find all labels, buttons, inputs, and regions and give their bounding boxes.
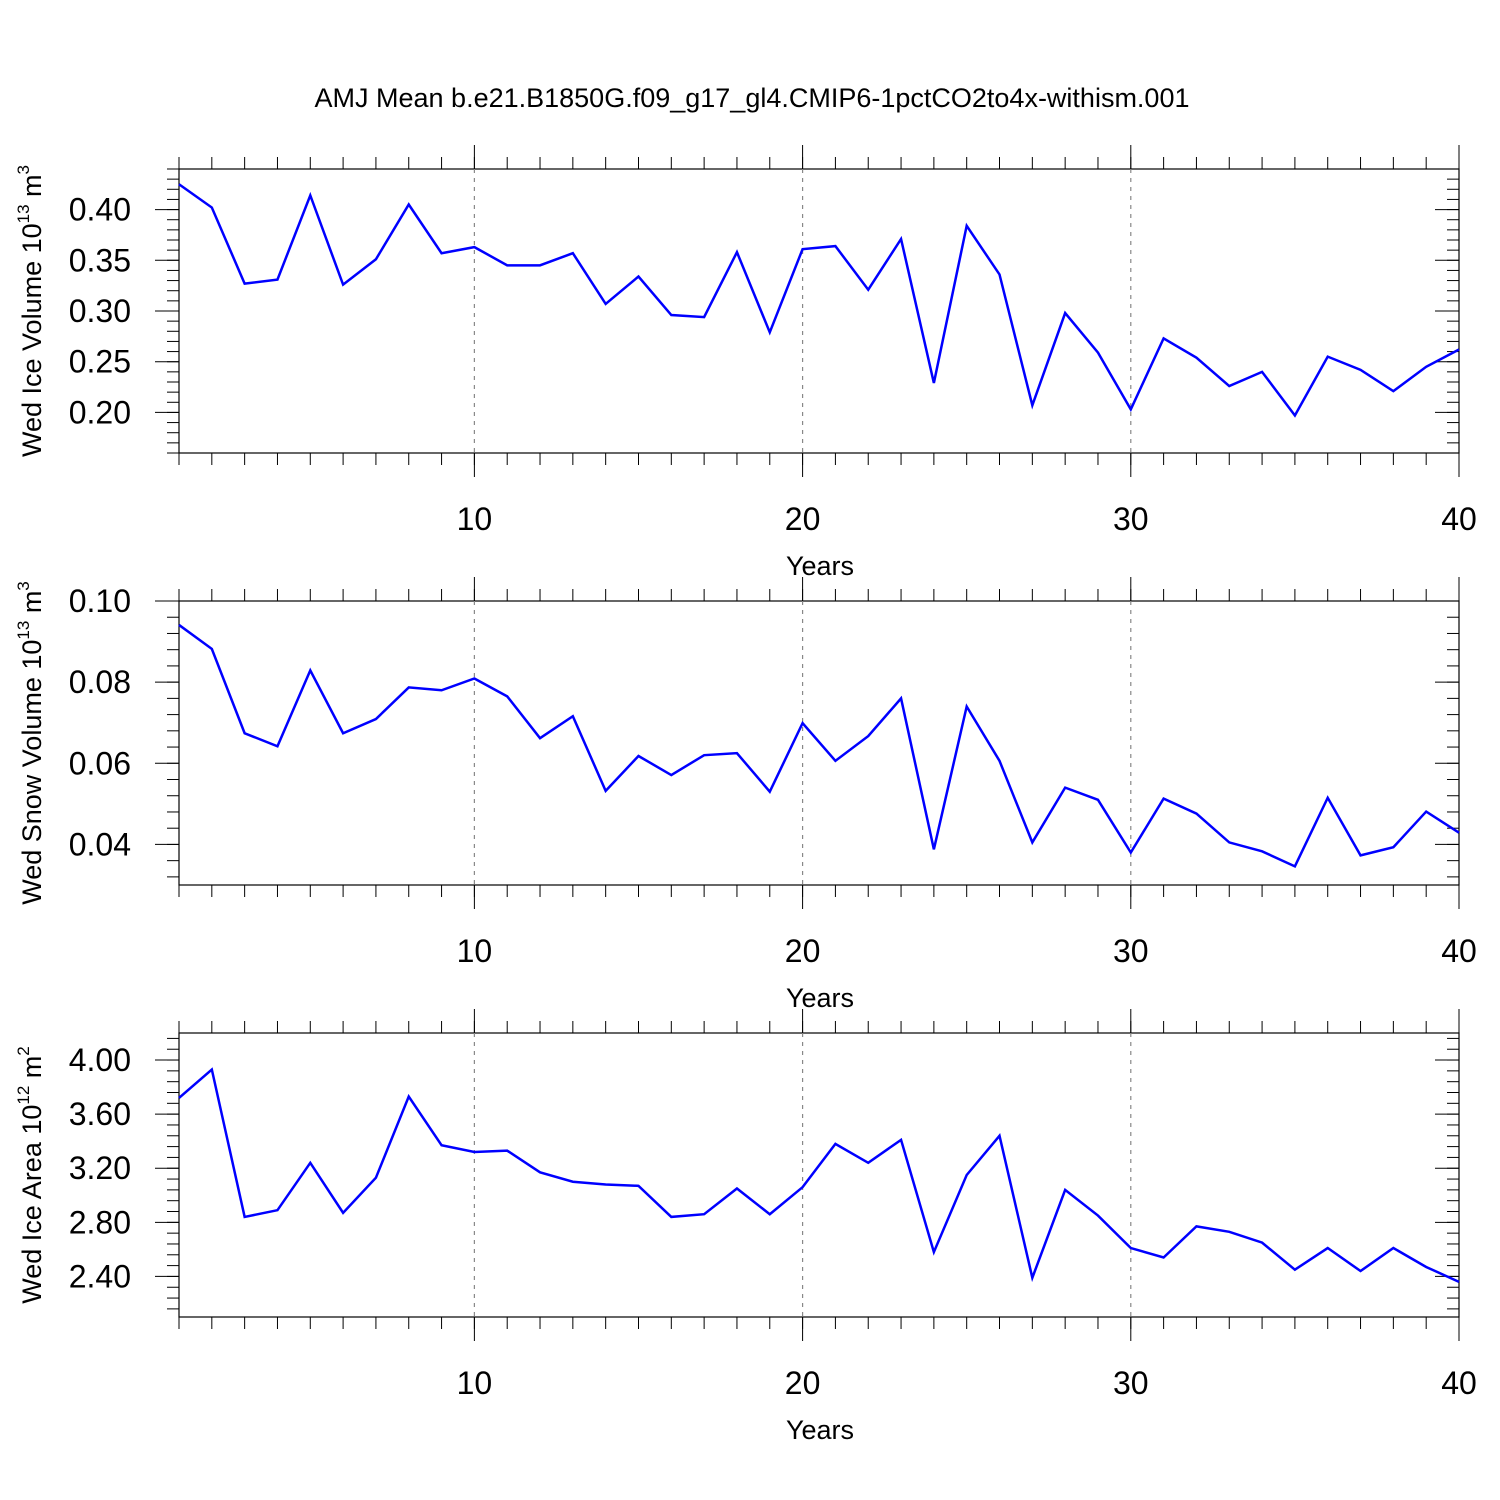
x-tick-label: 10	[457, 933, 493, 969]
data-line	[178, 183, 1460, 418]
y-tick-label: 0.10	[69, 583, 131, 619]
x-tick-label: 30	[1113, 501, 1149, 537]
y-tick-label: 3.20	[69, 1150, 131, 1186]
y-tick-label: 2.80	[69, 1204, 131, 1240]
y-tick-label: 0.20	[69, 394, 131, 430]
plot-frame	[178, 1032, 1460, 1318]
y-axis-label: Wed Snow Volume 1013 m3	[14, 581, 47, 905]
y-axis-label-superscript: 3	[14, 581, 33, 590]
y-tick-label: 0.06	[69, 745, 131, 781]
y-tick-label: 3.60	[69, 1096, 131, 1132]
x-tick-label: 20	[785, 933, 821, 969]
y-axis-label: Wed Ice Area 1012 m2	[14, 1046, 47, 1304]
y-tick-label: 0.08	[69, 664, 131, 700]
y-tick-label: 2.40	[69, 1258, 131, 1294]
y-tick-label: 0.35	[69, 242, 131, 278]
x-tick-label: 20	[785, 501, 821, 537]
y-tick-label: 0.30	[69, 293, 131, 329]
y-axis-label-part: m	[17, 591, 47, 621]
x-axis-label: Years	[786, 1415, 854, 1445]
x-tick-label: 40	[1441, 501, 1477, 537]
x-axis-label: Years	[786, 983, 854, 1013]
y-axis-label-superscript: 2	[14, 1046, 33, 1055]
y-axis-label-superscript: 13	[14, 204, 33, 223]
y-axis-label-superscript: 13	[14, 621, 33, 640]
x-axis-label: Years	[786, 551, 854, 581]
y-tick-label: 4.00	[69, 1042, 131, 1078]
y-axis-label-part: Wed Snow Volume 10	[17, 640, 47, 905]
plot-frame	[178, 600, 1460, 886]
x-tick-label: 40	[1441, 933, 1477, 969]
y-axis-label-part: m	[17, 1056, 47, 1086]
y-axis-label-part: Wed Ice Volume 10	[17, 223, 47, 457]
x-tick-label: 20	[785, 1365, 821, 1401]
x-tick-label: 10	[457, 501, 493, 537]
x-tick-label: 30	[1113, 1365, 1149, 1401]
y-axis-label-part: m	[17, 174, 47, 204]
plot-frame	[178, 168, 1460, 454]
data-line	[178, 623, 1460, 868]
x-tick-label: 10	[457, 1365, 493, 1401]
y-tick-label: 0.04	[69, 826, 131, 862]
x-tick-label: 40	[1441, 1365, 1477, 1401]
figure-title: AMJ Mean b.e21.B1850G.f09_g17_gl4.CMIP6-…	[315, 83, 1190, 113]
y-axis-label: Wed Ice Volume 1013 m3	[14, 165, 47, 457]
y-axis-label-superscript: 3	[14, 165, 33, 174]
y-axis-label-part: Wed Ice Area 10	[17, 1105, 47, 1304]
y-axis-label-superscript: 12	[14, 1086, 33, 1105]
y-tick-label: 0.40	[69, 192, 131, 228]
data-line	[178, 1067, 1460, 1283]
x-tick-label: 30	[1113, 933, 1149, 969]
y-tick-label: 0.25	[69, 344, 131, 380]
